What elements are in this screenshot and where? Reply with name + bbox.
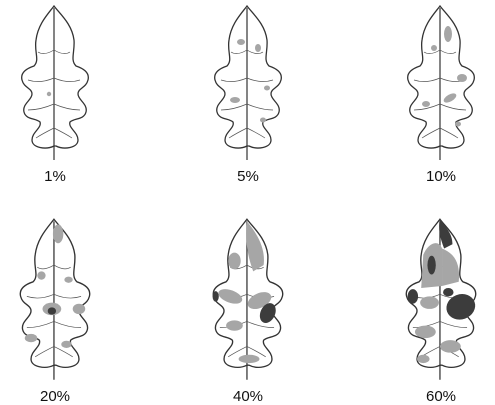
lesion-spot [431,45,437,51]
lesion-spot [255,44,261,52]
lesion-spot [226,320,243,330]
leaf-panel-1: 1% [0,0,110,190]
lesion-spot [444,26,452,42]
lesion-spot [420,296,439,309]
leaf-panel-20: 20% [0,213,110,403]
leaf-panel-40: 40% [193,213,303,403]
lesion-spot-dark [213,291,219,301]
lesion-spot [61,341,71,348]
severity-label: 5% [193,168,303,185]
lesion-spot [260,118,266,123]
severity-label: 60% [386,388,495,405]
leaf-panel-10: 10% [386,0,495,190]
lesion-spot [457,74,467,82]
lesion-spot [64,277,72,283]
severity-label: 20% [0,388,110,405]
lesion-spot-dark [443,288,453,296]
lesion-spot [25,334,38,342]
lesion-spot [230,97,240,103]
severity-label: 1% [0,168,110,185]
leaf-illustration [0,0,110,165]
lesion-spot-dark [408,289,418,304]
lesion-spot [455,122,461,127]
lesion-spot [415,326,436,339]
leaf-panel-5: 5% [193,0,303,190]
leaf-illustration [386,213,495,385]
leaf-illustration [193,213,303,385]
lesion-spot-dark [48,307,56,314]
lesion-spot [73,304,86,314]
lesion-spot [228,253,241,270]
lesion-spot [239,355,260,363]
lesion-spot-dark [427,256,435,275]
lesion-spot [53,224,63,243]
lesion-spot [264,86,270,91]
lesion-spot [440,340,461,353]
lesion-spot [422,101,430,107]
leaf-panel-60: 60% [386,213,495,403]
leaf-illustration [386,0,495,165]
leaf-illustration [0,213,110,385]
severity-label: 40% [193,388,303,405]
lesion-spot [417,355,430,363]
severity-label: 10% [386,168,495,185]
lesion-spot [47,92,51,96]
lesion-spot [37,271,45,279]
leaf-illustration [193,0,303,165]
lesion-spot [237,39,245,45]
